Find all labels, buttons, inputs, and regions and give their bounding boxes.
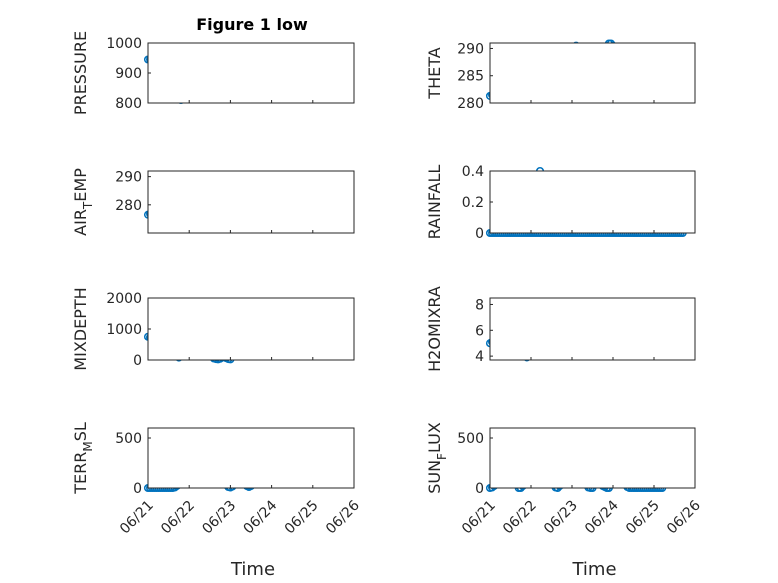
- x-tick-label: 06/26: [323, 497, 363, 537]
- y-axis-label-main: RAINFALL: [425, 165, 444, 240]
- y-tick-label: 280: [115, 198, 142, 214]
- axes-frame: [147, 427, 355, 489]
- x-tick-label: 06/24: [582, 497, 622, 537]
- y-tick-label: 0: [475, 481, 484, 497]
- axes-frame: [489, 170, 696, 234]
- y-tick-label: 4: [475, 349, 484, 365]
- subplot-terr: 0 500 06/21 06/22 06/23 06/24 06/25 06/26 Time TE…: [71, 422, 363, 580]
- y-tick-label: 0.4: [462, 164, 484, 180]
- y-tick-label: 285: [457, 69, 484, 85]
- y-axis-label-main: MIXDEPTH: [71, 287, 90, 370]
- axes-frame: [489, 427, 696, 489]
- y-tick-label: 1000: [106, 322, 142, 338]
- y-tick-label: 0.2: [462, 195, 484, 211]
- y-axis-label-rest: EMP: [71, 168, 90, 202]
- subplot-air: 280 290 AIRTEMP: [71, 168, 355, 236]
- y-tick-label: 500: [115, 431, 142, 447]
- x-tick-label: 06/24: [241, 497, 281, 537]
- y-axis-label-subscript: M: [81, 441, 95, 451]
- x-tick-label: 06/23: [199, 498, 239, 538]
- x-tick-label: 06/26: [664, 497, 704, 537]
- subplot-sun: 0 500 06/21 06/22 06/23 06/24 06/25 06/26 Time SU…: [425, 422, 704, 580]
- y-tick-label: 0: [133, 353, 142, 369]
- y-axis-label-main: AIR: [71, 209, 90, 236]
- y-axis-label-rest: LUX: [425, 422, 444, 453]
- y-axis-label: THETA: [425, 47, 444, 99]
- subplot-pressure: 800 900 1000 PRESSURE: [71, 31, 355, 115]
- figure-title: Figure 1 low: [196, 15, 308, 34]
- y-axis-label: AIRTEMP: [71, 168, 95, 236]
- subplot-mixdepth: 0 1000 2000 MIXDEPTH: [71, 287, 355, 371]
- y-tick-label: 900: [115, 66, 142, 82]
- x-tick-label: 06/21: [117, 498, 157, 538]
- y-tick-label: 6: [475, 323, 484, 339]
- y-tick-label: 1000: [106, 36, 142, 52]
- y-tick-label: 8: [475, 297, 484, 313]
- y-tick-label: 2000: [106, 291, 142, 307]
- axes-frame: [147, 297, 355, 361]
- subplot-theta: 280 285 290 THETA: [425, 39, 696, 112]
- y-axis-label: H2OMIXRA: [425, 286, 444, 372]
- y-tick-label: 290: [457, 41, 484, 57]
- y-tick-label: 500: [457, 431, 484, 447]
- y-axis-label-main: THETA: [425, 47, 444, 99]
- y-axis-label-main: H2OMIXRA: [425, 286, 444, 372]
- y-axis-label: SUNFLUX: [425, 422, 449, 494]
- x-tick-label: 06/21: [459, 498, 499, 538]
- y-tick-label: 0: [133, 481, 142, 497]
- y-tick-label: 800: [115, 96, 142, 112]
- y-axis-label-subscript: F: [435, 453, 449, 460]
- y-axis-label-main: PRESSURE: [71, 31, 90, 115]
- x-tick-label: 06/22: [500, 498, 540, 538]
- y-tick-label: 280: [457, 96, 484, 112]
- y-axis-label-subscript: T: [81, 201, 95, 210]
- x-axis-label: Time: [571, 559, 616, 580]
- x-tick-label: 06/25: [623, 498, 663, 538]
- x-axis-label: Time: [230, 559, 275, 580]
- y-axis-label: PRESSURE: [71, 31, 90, 115]
- axes-frame: [489, 42, 696, 104]
- x-tick-label: 06/25: [282, 498, 322, 538]
- axes-frame: [489, 297, 696, 361]
- y-axis-label-main: TERR: [71, 452, 90, 495]
- x-tick-label: 06/22: [158, 498, 198, 538]
- axes-frame: [147, 42, 355, 104]
- subplot-h2omixra: 4 6 8 H2OMIXRA: [425, 286, 696, 372]
- subplot-rainfall: 0 0.2 0.4 RAINFALL: [425, 164, 696, 242]
- y-axis-label-rest: SL: [71, 422, 90, 441]
- y-tick-label: 290: [115, 170, 142, 186]
- y-tick-label: 0: [475, 226, 484, 242]
- y-axis-label: RAINFALL: [425, 165, 444, 240]
- x-tick-label: 06/23: [541, 498, 581, 538]
- y-axis-label: TERRMSL: [71, 422, 95, 495]
- axes-frame: [147, 170, 355, 234]
- y-axis-label: MIXDEPTH: [71, 287, 90, 370]
- y-axis-label-main: SUN: [425, 460, 444, 494]
